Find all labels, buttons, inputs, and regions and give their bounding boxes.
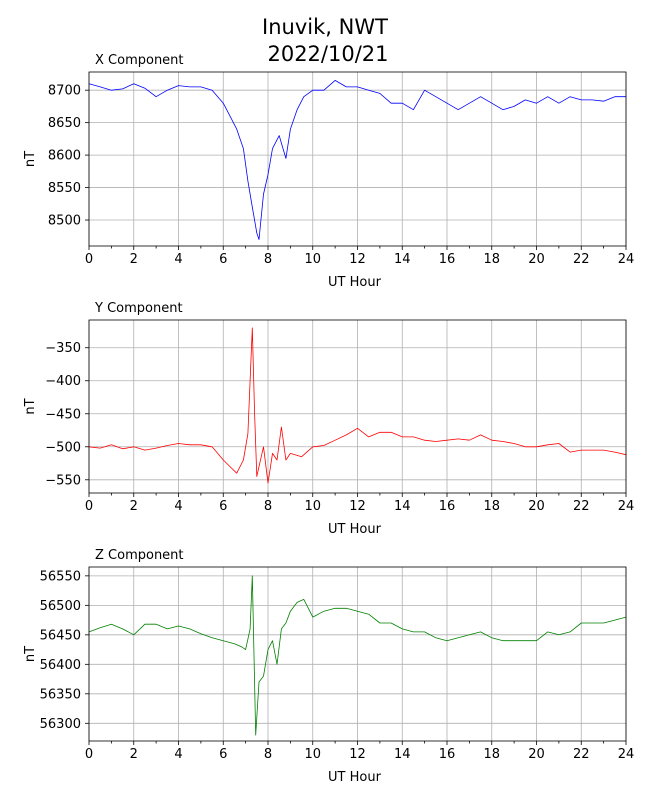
x-tick-label: 12 xyxy=(349,747,366,762)
y-tick-label: 8500 xyxy=(48,214,81,229)
x-tick-label: 4 xyxy=(174,499,182,514)
panel-title: X Component xyxy=(95,53,184,68)
y-tick-label: 8550 xyxy=(48,181,81,196)
y-tick-label: 56450 xyxy=(40,628,81,643)
y-tick-label: −450 xyxy=(45,407,81,422)
x-tick-label: 22 xyxy=(573,747,590,762)
x-tick-label: 10 xyxy=(304,252,321,267)
x-tick-label: 22 xyxy=(573,499,590,514)
x-axis-label: UT Hour xyxy=(328,522,382,537)
grid xyxy=(88,320,627,493)
y-axis-label: nT xyxy=(23,398,38,414)
x-tick-label: 14 xyxy=(394,499,411,514)
x-tick-label: 6 xyxy=(219,252,227,267)
x-tick-label: 0 xyxy=(85,499,93,514)
x-tick-label: 6 xyxy=(219,747,227,762)
y-tick-label: 8650 xyxy=(48,116,81,131)
x-tick-label: 18 xyxy=(483,499,500,514)
figure-title-line1: Inuvik, NWT xyxy=(262,15,388,39)
y-tick-label: 8700 xyxy=(48,84,81,99)
x-tick-label: 12 xyxy=(349,499,366,514)
y-tick-label: 8600 xyxy=(48,149,81,164)
x-tick-label: 24 xyxy=(618,499,635,514)
x-tick-label: 16 xyxy=(439,499,456,514)
x-tick-label: 20 xyxy=(528,499,545,514)
y-tick-label: −350 xyxy=(45,341,81,356)
x-tick-label: 8 xyxy=(264,252,272,267)
x-tick-label: 2 xyxy=(130,499,138,514)
series-line xyxy=(88,327,627,484)
x-tick-label: 10 xyxy=(304,499,321,514)
y-tick-label: 56550 xyxy=(40,569,81,584)
panel-x-component: 0 2 4 6 8 10 12 14 16 18 20 22 248500855086008650870… xyxy=(23,53,634,290)
x-tick-label: 16 xyxy=(439,252,456,267)
x-tick-label: 14 xyxy=(394,252,411,267)
x-tick-label: 24 xyxy=(618,252,635,267)
x-tick-label: 10 xyxy=(304,747,321,762)
x-axis-label: UT Hour xyxy=(328,275,382,290)
y-tick-label: −500 xyxy=(45,440,81,455)
figure-title-line2: 2022/10/21 xyxy=(267,42,388,66)
panel-y-component: 0 2 4 6 8 10 12 14 16 18 20 22 24−550−500−450−400−35… xyxy=(23,301,634,537)
x-tick-label: 4 xyxy=(174,747,182,762)
x-tick-label: 8 xyxy=(264,747,272,762)
x-tick-label: 14 xyxy=(394,747,411,762)
y-tick-label: 56500 xyxy=(40,599,81,614)
y-tick-label: 56300 xyxy=(40,717,81,732)
panel-title: Y Component xyxy=(94,301,183,316)
x-axis-label: UT Hour xyxy=(328,770,382,785)
panel-z-component: 0 2 4 6 8 10 12 14 16 18 20 22 245630056350564005645… xyxy=(23,548,634,785)
y-tick-label: −550 xyxy=(45,473,81,488)
x-tick-label: 18 xyxy=(483,252,500,267)
y-tick-label: 56350 xyxy=(40,687,81,702)
series-line xyxy=(88,575,627,736)
x-tick-label: 2 xyxy=(130,747,138,762)
y-tick-label: −400 xyxy=(45,374,81,389)
x-tick-label: 0 xyxy=(85,747,93,762)
x-tick-label: 12 xyxy=(349,252,366,267)
panel-title: Z Component xyxy=(95,548,184,563)
x-tick-label: 0 xyxy=(85,252,93,267)
y-axis-label: nT xyxy=(23,151,38,167)
series-line xyxy=(88,80,626,240)
x-tick-label: 16 xyxy=(439,747,456,762)
x-tick-label: 20 xyxy=(528,747,545,762)
x-tick-label: 6 xyxy=(219,499,227,514)
x-tick-label: 20 xyxy=(528,252,545,267)
x-tick-label: 2 xyxy=(130,252,138,267)
x-tick-label: 8 xyxy=(264,499,272,514)
x-tick-label: 4 xyxy=(174,252,182,267)
x-tick-label: 22 xyxy=(573,252,590,267)
x-tick-label: 24 xyxy=(618,747,635,762)
grid xyxy=(88,567,627,741)
x-tick-label: 18 xyxy=(483,747,500,762)
y-axis-label: nT xyxy=(23,646,38,662)
y-tick-label: 56400 xyxy=(40,658,81,673)
